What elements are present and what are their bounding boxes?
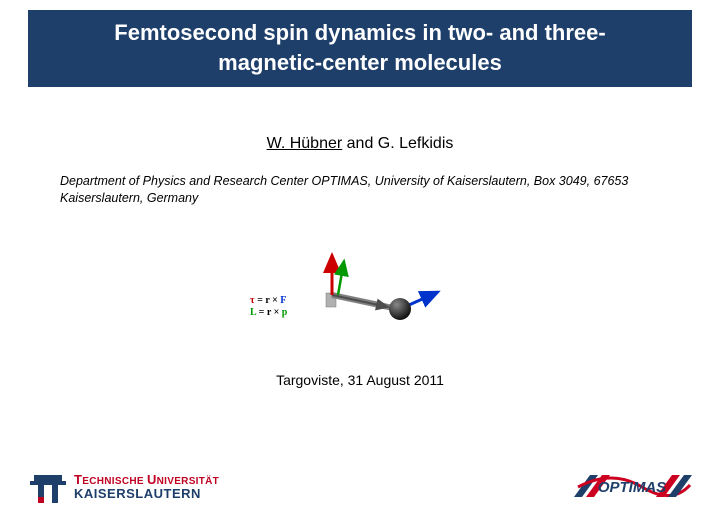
eq1: = [255, 295, 266, 306]
footer: TECHNISCHE UNIVERSITÄT KAISERSLAUTERN OP… [0, 467, 720, 507]
formula-box: τ = r × F L = r × p [250, 295, 287, 319]
formula-torque: τ = r × F [250, 295, 287, 307]
venue: Targoviste, 31 August 2011 [0, 372, 720, 388]
tu-line2: KAISERSLAUTERN [74, 487, 219, 501]
sym-p: p [282, 307, 288, 318]
presenting-author: W. Hübner [267, 135, 343, 152]
affiliation: Department of Physics and Research Cente… [60, 173, 660, 207]
title-line1: Femtosecond spin dynamics in two- and th… [114, 20, 605, 45]
title-banner: Femtosecond spin dynamics in two- and th… [28, 10, 692, 87]
times1: × [270, 295, 281, 306]
tu-line1: TECHNISCHE UNIVERSITÄT [74, 473, 219, 488]
optimas-logo: OPTIMAS [572, 467, 692, 507]
tu-logo-icon [28, 467, 68, 507]
eq2: = [256, 307, 267, 318]
tu-kaiserslautern-logo: TECHNISCHE UNIVERSITÄT KAISERSLAUTERN [28, 467, 219, 507]
author-connector: and [342, 135, 378, 152]
title-line2: magnetic-center molecules [218, 50, 502, 75]
authors: W. Hübner and G. Lefkidis [0, 135, 720, 153]
coauthor: G. Lefkidis [378, 135, 454, 152]
sym-F: F [280, 295, 286, 306]
torque-diagram [0, 237, 720, 342]
times2: × [271, 307, 282, 318]
optimas-logo-icon: OPTIMAS [572, 467, 692, 507]
torque-diagram-svg [260, 237, 460, 337]
svg-text:OPTIMAS: OPTIMAS [598, 479, 666, 496]
formula-angular-momentum: L = r × p [250, 307, 287, 319]
